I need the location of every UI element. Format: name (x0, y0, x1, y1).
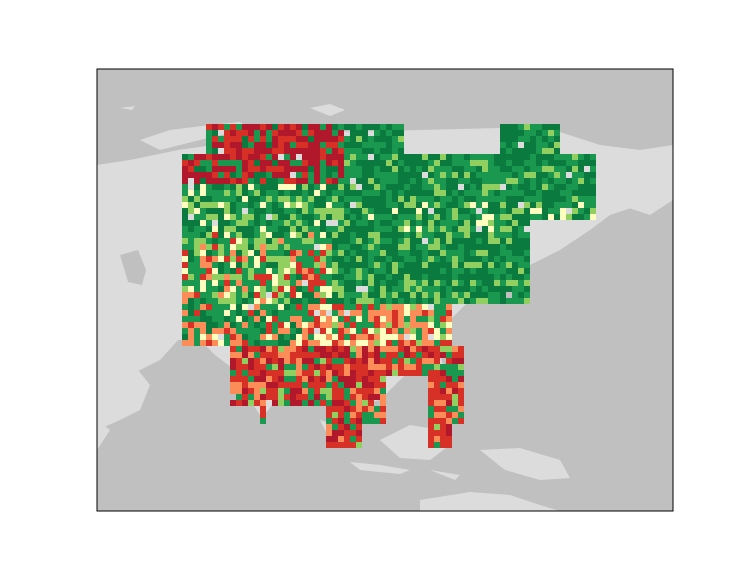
axes-frame (96, 68, 674, 512)
raster-layer (182, 124, 596, 448)
